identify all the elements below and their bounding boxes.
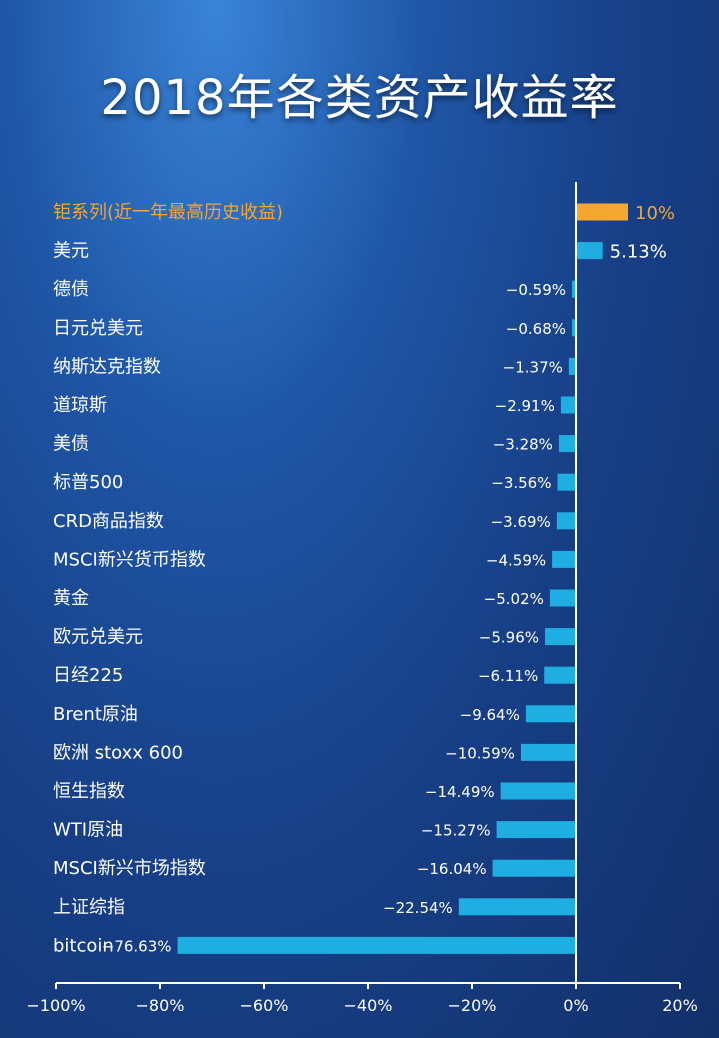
value-label-2: −0.59% bbox=[506, 281, 566, 299]
bar-12 bbox=[544, 666, 575, 684]
value-label-7: −3.56% bbox=[491, 474, 551, 492]
category-label-8: CRD商品指数 bbox=[53, 511, 164, 532]
category-label-15: 恒生指数 bbox=[53, 781, 125, 802]
bar-19 bbox=[177, 936, 576, 954]
value-label-9: −4.59% bbox=[486, 551, 546, 569]
bar-14 bbox=[520, 743, 575, 761]
bar-17 bbox=[492, 859, 575, 877]
bar-9 bbox=[552, 550, 575, 568]
category-label-7: 标普500 bbox=[53, 472, 123, 493]
bar-10 bbox=[549, 589, 575, 607]
category-label-0: 钜系列(近一年最高历史收益) bbox=[53, 202, 283, 223]
value-label-5: −2.91% bbox=[495, 397, 555, 415]
bar-5 bbox=[560, 396, 575, 414]
bar-1 bbox=[576, 242, 603, 260]
category-label-10: 黄金 bbox=[53, 588, 89, 609]
bar-15 bbox=[500, 782, 575, 800]
value-label-14: −10.59% bbox=[445, 744, 515, 762]
category-label-5: 道琼斯 bbox=[53, 395, 107, 416]
category-label-3: 日元兑美元 bbox=[53, 318, 143, 339]
value-label-10: −5.02% bbox=[484, 590, 544, 608]
x-tick-label-3: −40% bbox=[344, 996, 393, 1015]
category-label-1: 美元 bbox=[53, 241, 89, 262]
category-label-4: 纳斯达克指数 bbox=[53, 356, 161, 377]
bar-7 bbox=[557, 473, 575, 491]
value-label-3: −0.68% bbox=[506, 320, 566, 338]
value-label-16: −15.27% bbox=[421, 822, 491, 840]
bar-16 bbox=[496, 821, 575, 839]
category-label-2: 德债 bbox=[53, 279, 89, 300]
x-tick-label-0: −100% bbox=[26, 996, 85, 1015]
bar-13 bbox=[525, 705, 575, 723]
value-label-12: −6.11% bbox=[478, 667, 538, 685]
category-label-6: 美债 bbox=[53, 434, 89, 455]
x-tick-label-2: −60% bbox=[240, 996, 289, 1015]
value-label-17: −16.04% bbox=[417, 860, 487, 878]
bar-18 bbox=[458, 898, 575, 916]
category-label-18: 上证综指 bbox=[53, 897, 125, 918]
category-label-11: 欧元兑美元 bbox=[53, 627, 143, 648]
category-label-13: Brent原油 bbox=[53, 704, 138, 725]
bar-11 bbox=[545, 628, 575, 646]
chart-title: 2018年各类资产收益率 bbox=[100, 70, 619, 126]
value-label-0: 10% bbox=[635, 203, 675, 224]
category-label-14: 欧洲 stoxx 600 bbox=[53, 742, 183, 763]
value-label-11: −5.96% bbox=[479, 629, 539, 647]
value-label-15: −14.49% bbox=[425, 783, 495, 801]
value-label-13: −9.64% bbox=[460, 706, 520, 724]
category-label-16: WTI原油 bbox=[53, 820, 123, 841]
x-tick-label-1: −80% bbox=[136, 996, 185, 1015]
x-tick-label-5: 0% bbox=[563, 996, 588, 1015]
category-label-9: MSCI新兴货币指数 bbox=[53, 549, 206, 570]
bar-2 bbox=[572, 280, 575, 298]
x-tick-label-6: 20% bbox=[662, 996, 698, 1015]
bar-4 bbox=[568, 357, 575, 375]
value-label-18: −22.54% bbox=[383, 899, 453, 917]
bar-3 bbox=[572, 319, 575, 337]
value-label-6: −3.28% bbox=[493, 436, 553, 454]
value-label-1: 5.13% bbox=[610, 242, 667, 263]
x-tick-label-4: −20% bbox=[448, 996, 497, 1015]
category-label-17: MSCI新兴市场指数 bbox=[53, 858, 206, 879]
bar-8 bbox=[556, 512, 575, 530]
category-label-12: 日经225 bbox=[53, 665, 123, 686]
value-label-8: −3.69% bbox=[491, 513, 551, 531]
category-label-19: bitcoin bbox=[53, 935, 114, 956]
value-label-4: −1.37% bbox=[503, 358, 563, 376]
bar-6 bbox=[558, 435, 575, 453]
bar-0 bbox=[576, 203, 628, 221]
value-label-19: −76.63% bbox=[102, 937, 172, 955]
